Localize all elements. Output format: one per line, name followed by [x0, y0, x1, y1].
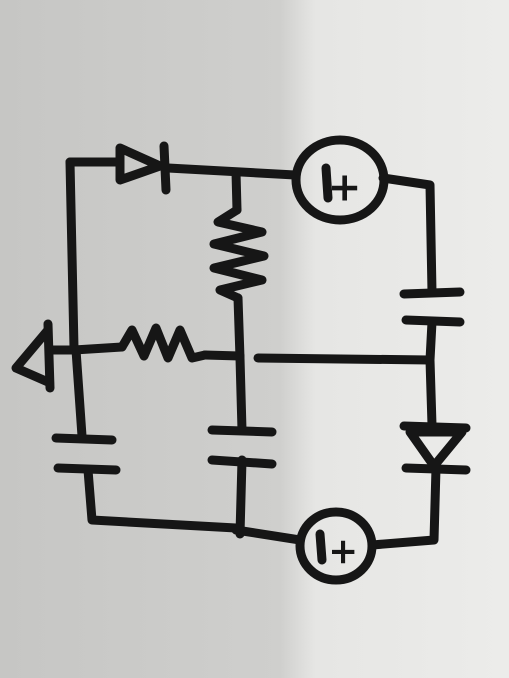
capacitor-right-plate-1 [399, 287, 465, 299]
wire-middle-right [253, 353, 435, 365]
wire-left-middle [71, 345, 87, 441]
wire-resistor-bottom [233, 293, 245, 363]
source-bottom-bar [315, 529, 327, 565]
capacitor-middle-plate-1 [207, 425, 277, 437]
wires [65, 157, 441, 550]
diode-top-bar [159, 141, 171, 195]
diode-top [115, 141, 171, 195]
source-bottom-circle [295, 507, 377, 585]
wire-left-upper [65, 157, 79, 353]
wire-resistor-top [231, 167, 242, 215]
diode-right-triangle [405, 427, 467, 471]
capacitor-middle-plate-2 [207, 455, 277, 469]
wire-mid-bottom [235, 455, 247, 539]
capacitor-left [51, 433, 121, 475]
diode-right-base [401, 463, 471, 475]
source-bottom-label: + [323, 537, 364, 567]
resistor-vertical [209, 205, 269, 303]
voltage-source-top: + [291, 135, 389, 225]
capacitor-right-plate-2 [401, 315, 465, 327]
wire-right-middle [425, 317, 437, 430]
voltage-source-bottom: + [295, 507, 377, 585]
wire-right-bottom [367, 463, 441, 550]
wire-top-right [378, 173, 437, 297]
ground-symbol [11, 319, 79, 393]
wire-resistor-to-node [200, 350, 245, 361]
diode-top-triangle [115, 143, 165, 185]
source-top-label: + [322, 171, 368, 205]
capacitor-left-plate-2 [53, 463, 121, 475]
source-top-circle [291, 135, 389, 225]
ground-triangle [11, 325, 53, 387]
wire-top-middle [163, 163, 300, 180]
capacitor-right [399, 287, 465, 327]
wire-bottom-to-source [231, 525, 305, 545]
wire-mid-to-cap [235, 353, 247, 435]
wire-ground-to-resistor [69, 342, 127, 355]
diode-right [399, 421, 471, 475]
wire-left-bottom [83, 465, 241, 533]
capacitor-left-plate-1 [51, 433, 117, 445]
source-top-bar [321, 163, 333, 203]
resistor-horizontal [117, 323, 210, 363]
capacitor-middle [207, 425, 277, 469]
